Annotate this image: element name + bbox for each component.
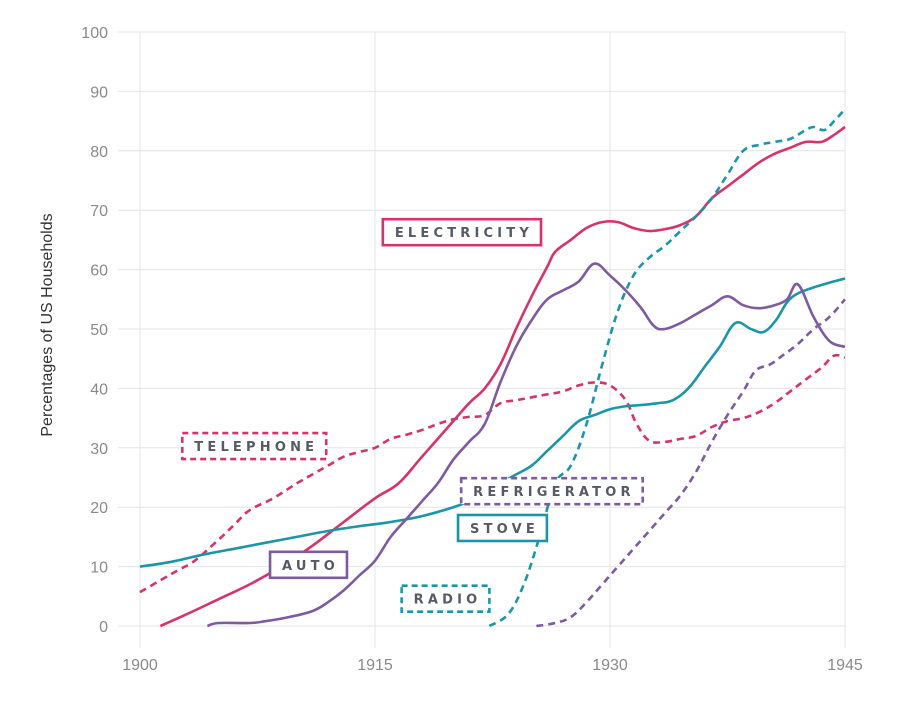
y-tick-label: 80 [90,144,108,161]
series-line-refrigerator [536,299,845,626]
series-labels: ELECTRICITY TELEPHONE REFRIGERATOR STOVE AUT… [182,219,642,611]
label-text: STOVE [470,522,539,537]
x-tick-label: 1930 [592,657,628,674]
series-lines [140,109,845,626]
y-axis-label: Percentages of US Households [39,213,56,436]
y-tick-label: 30 [90,441,108,458]
y-tick-label: 50 [90,322,108,339]
label-text: RADIO [414,593,482,608]
series-line-radio [489,109,845,626]
y-tick-label: 90 [90,84,108,101]
label-refrigerator: REFRIGERATOR [461,478,643,504]
label-text: REFRIGERATOR [473,485,635,500]
label-telephone: TELEPHONE [182,433,326,459]
y-tick-label: 20 [90,500,108,517]
label-text: AUTO [282,559,339,574]
y-tick-label: 0 [99,619,108,636]
x-tick-label: 1945 [827,657,863,674]
x-tick-label: 1915 [357,657,393,674]
y-tick-label: 60 [90,263,108,280]
grid [118,32,845,648]
axes: 0 10 20 30 40 50 60 70 80 90 100 1900 1915 1930 1945 [81,25,863,674]
label-text: TELEPHONE [194,440,318,455]
y-tick-label: 10 [90,560,108,577]
y-tick-label: 70 [90,203,108,220]
label-auto: AUTO [270,552,347,578]
series-line-telephone [140,355,845,592]
label-text: ELECTRICITY [395,226,533,241]
label-stove: STOVE [458,515,547,541]
label-radio: RADIO [402,586,490,612]
y-tick-label: 40 [90,381,108,398]
x-tick-label: 1900 [122,657,158,674]
y-tick-label: 100 [81,25,108,42]
label-electricity: ELECTRICITY [383,219,541,245]
